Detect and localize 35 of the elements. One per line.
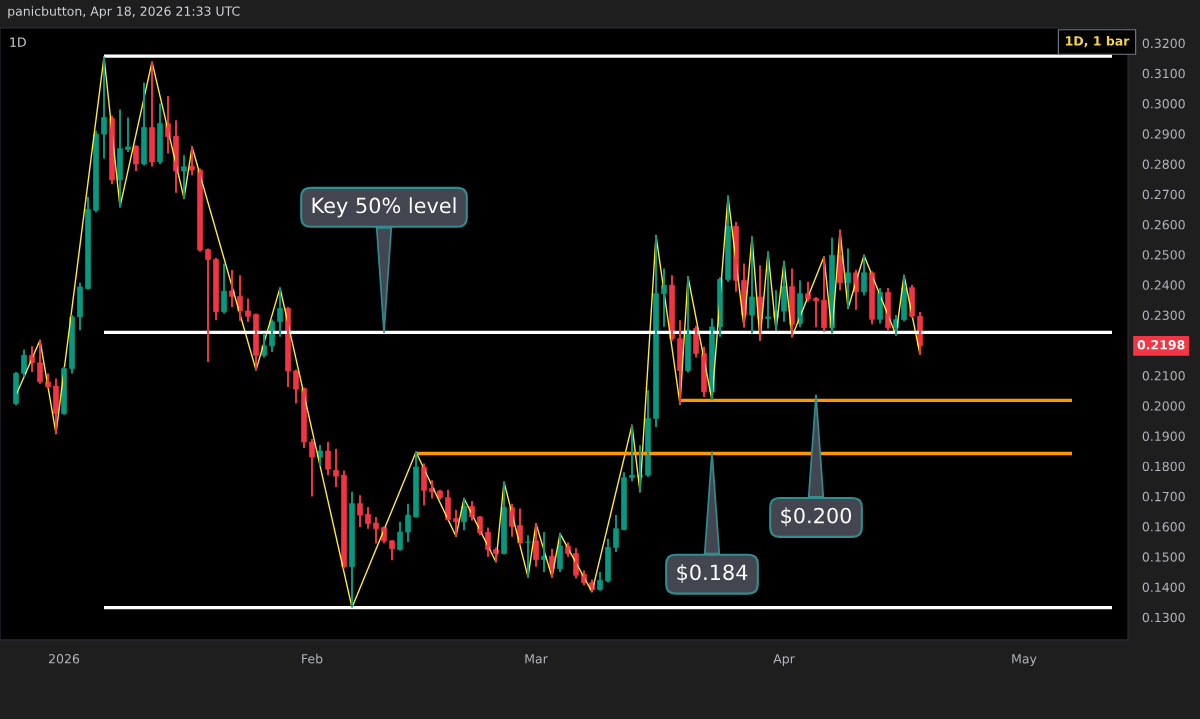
x-tick-label: 2026 xyxy=(49,654,80,664)
x-tick-label: Apr xyxy=(773,654,795,666)
y-tick-label: 0.3100 xyxy=(1142,68,1185,79)
y-tick-label: 0.1300 xyxy=(1142,612,1185,623)
y-tick-label: 0.1700 xyxy=(1142,491,1185,502)
y-tick-label: 0.2300 xyxy=(1142,310,1185,321)
x-tick-label: May xyxy=(1012,654,1037,666)
y-tick-label: 0.2100 xyxy=(1142,370,1185,381)
y-tick-label: 0.3200 xyxy=(1142,38,1185,49)
y-tick-label: 0.2800 xyxy=(1142,159,1185,169)
y-tick-label: 0.3000 xyxy=(1142,99,1185,109)
text: 1D xyxy=(10,37,26,47)
y-tick-label: 0.1600 xyxy=(1142,522,1185,532)
candlestick xyxy=(525,534,531,579)
y-tick-label: 0.2000 xyxy=(1142,401,1185,411)
y-tick-label: 0.2900 xyxy=(1142,129,1185,139)
y-tick-label: 0.2600 xyxy=(1142,219,1185,230)
chart-title: panicbutton, Apr 18, 2026 21:33 UTC xyxy=(8,6,240,19)
annotation: Key 50% level xyxy=(312,197,456,218)
y-tick-label: 0.1900 xyxy=(1142,431,1185,441)
y-tick-label: 0.2500 xyxy=(1142,250,1185,260)
y-tick-label: 0.1800 xyxy=(1142,461,1185,472)
line-series xyxy=(15,56,921,609)
x-tick-label: Mar xyxy=(525,654,548,664)
y-tick-label: 0.2700 xyxy=(1142,189,1185,200)
annotation: 1D, 1 bar xyxy=(1066,35,1130,48)
annotation: $0.200 xyxy=(781,507,852,527)
text: 0.2198 xyxy=(1137,340,1185,350)
candlestick xyxy=(813,295,819,329)
y-tick-label: 0.1400 xyxy=(1142,582,1185,592)
y-tick-label: 0.2400 xyxy=(1142,280,1185,290)
candlestick xyxy=(765,250,771,330)
annotation: $0.184 xyxy=(677,564,748,583)
x-tick-label: Feb xyxy=(302,653,323,664)
y-tick-label: 0.1500 xyxy=(1142,552,1185,562)
